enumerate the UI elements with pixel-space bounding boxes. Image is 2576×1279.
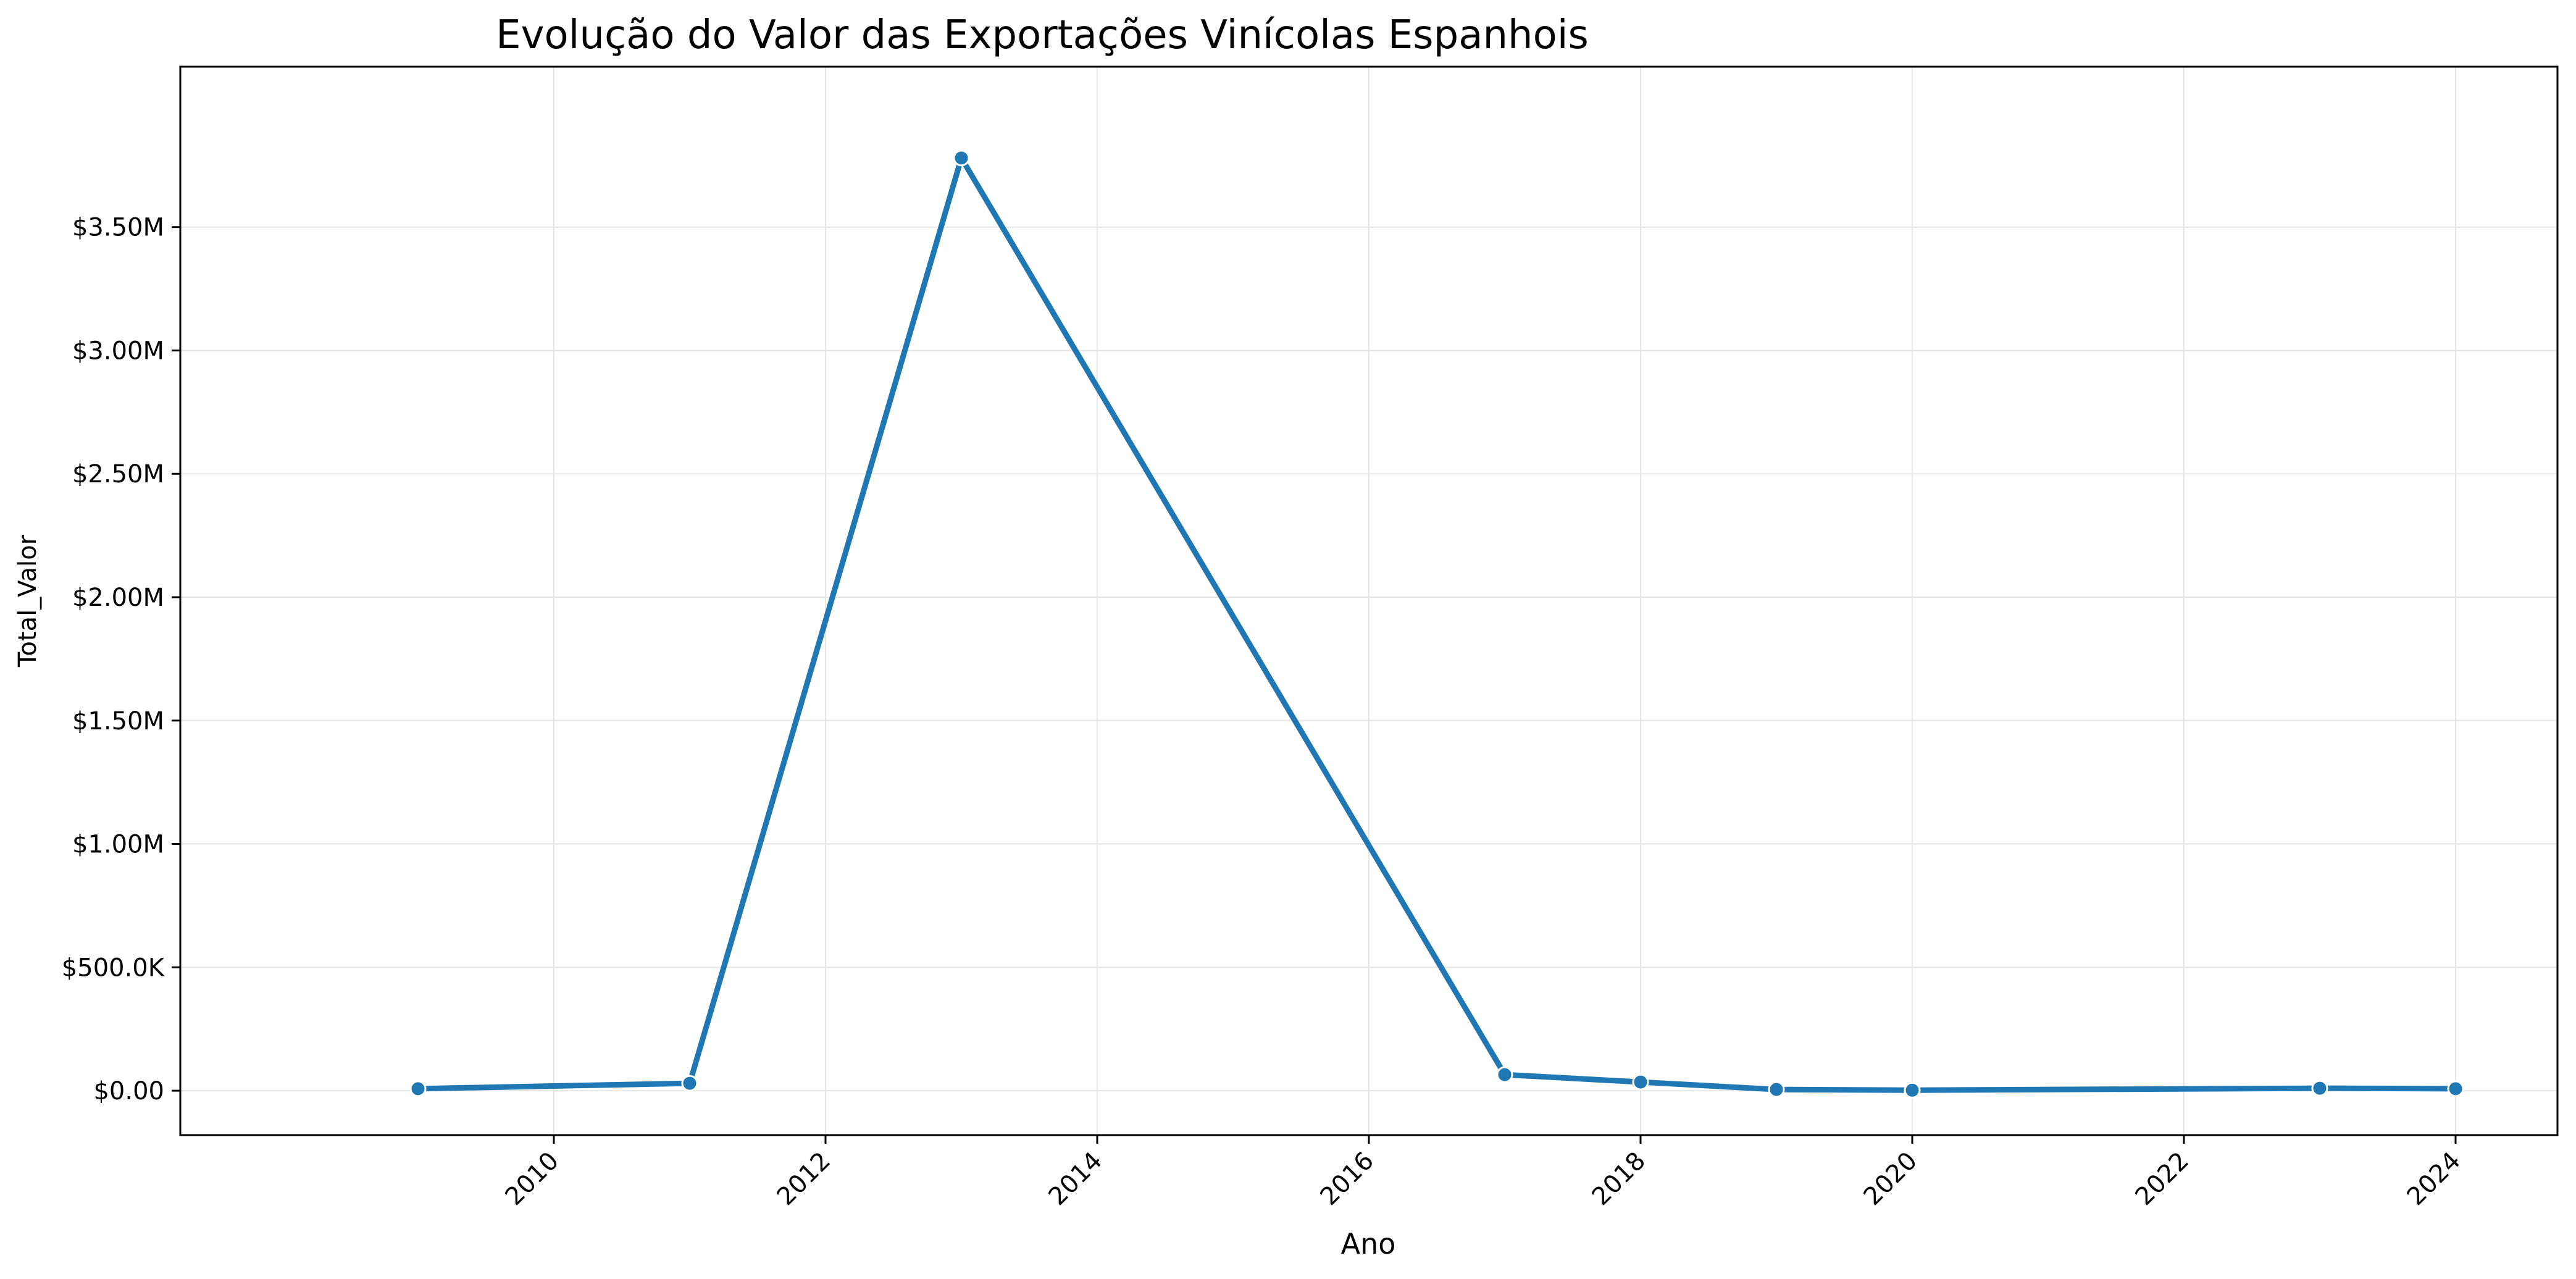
data-point [1496,1066,1513,1083]
y-axis-label: Total_Valor [14,534,42,668]
data-point [2447,1080,2464,1097]
data-point [953,149,970,167]
data-point [409,1080,427,1097]
y-tick-label: $3.00M [72,337,164,365]
y-tick-label: $500.0K [62,954,165,982]
data-point [1632,1073,1649,1091]
data-point [1904,1081,1921,1099]
chart-title: Evolução do Valor das Exportações Viníco… [496,12,1589,58]
data-point [681,1075,698,1092]
y-axis: $0.00 $500.0K $1.00M $1.50M $2.00M $2.50M $3.0… [62,214,180,1105]
y-tick-label: $1.50M [72,707,164,736]
y-tick-label: $0.00 [93,1077,164,1105]
y-tick-label: $2.50M [72,460,164,489]
series-layer [409,149,2464,1099]
y-tick-label: $2.00M [72,584,164,612]
grid [180,67,2557,1135]
y-tick-label: $3.50M [72,214,164,242]
x-axis-label: Ano [1341,1227,1396,1260]
data-point [2311,1080,2328,1097]
data-point [1768,1081,1785,1098]
y-tick-label: $1.00M [72,831,164,859]
